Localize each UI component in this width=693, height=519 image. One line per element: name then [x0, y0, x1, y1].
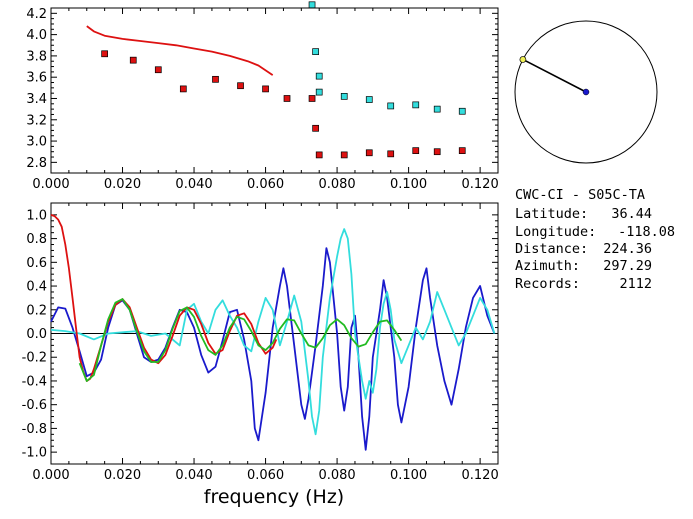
compass-circle: [514, 20, 658, 164]
top-series-2-marker: [315, 72, 323, 80]
bottom-plot-axes: 0.000 0.020 0.040 0.060 0.080 0.100 0.120 1.0 0.…: [22, 203, 499, 483]
event-dot: [519, 56, 527, 63]
bottom-series-2-line: [50, 214, 278, 382]
latitude-label: Latitude:: [515, 206, 588, 222]
station-pair-title: CWC-CI - S05C-TA: [515, 187, 645, 203]
top-y-tick-label: 3.4: [26, 92, 47, 107]
bottom-x-tick-label: 0.080: [318, 468, 355, 483]
azimuth-compass: [514, 20, 658, 164]
bottom-y-tick-label: -0.6: [22, 398, 47, 413]
station-info: CWC-CI - S05C-TA Latitude: 36.44 Longitu…: [515, 187, 675, 292]
top-series-2-marker: [433, 105, 441, 113]
top-series-1-marker: [315, 151, 323, 159]
bottom-y-tick-label: 0.0: [26, 327, 47, 342]
top-series-1-marker: [129, 56, 137, 64]
top-series-0-line: [86, 25, 274, 76]
top-series-1-marker: [179, 85, 187, 93]
top-series-1-marker: [212, 75, 219, 83]
bottom-x-tick-label: 0.060: [247, 468, 284, 483]
top-series-1-marker: [387, 150, 395, 158]
top-y-tick-label: 3.8: [26, 49, 47, 64]
longitude-value: -118.08: [618, 224, 675, 240]
top-series-1-marker: [283, 95, 291, 102]
bottom-y-tick-label: 0.6: [26, 256, 47, 271]
top-series-1-marker: [365, 149, 373, 157]
top-series-1-marker: [101, 50, 108, 58]
bottom-y-tick-label: 0.8: [26, 232, 47, 247]
latitude-value: 36.44: [611, 206, 652, 222]
top-y-tick-label: 3.0: [26, 135, 47, 150]
top-series-2-marker: [365, 96, 373, 103]
top-y-tick-label: 4.2: [26, 7, 47, 22]
top-y-tick-label: 4.0: [26, 28, 47, 43]
bottom-y-tick-label: 0.2: [26, 303, 47, 318]
distance-label: Distance:: [515, 241, 588, 257]
top-series-2-marker: [458, 107, 466, 115]
bottom-y-tick-label: -1.0: [22, 446, 47, 461]
longitude-label: Longitude:: [515, 224, 596, 240]
top-series-2-marker: [312, 48, 319, 55]
bottom-x-tick-label: 0.040: [175, 468, 212, 483]
top-y-tick-label: 3.2: [26, 113, 47, 128]
top-x-tick-label: 0.000: [32, 177, 69, 192]
records-value: 2112: [619, 276, 652, 292]
top-plot-frame: [50, 7, 499, 174]
top-series-1-marker: [154, 66, 162, 74]
top-x-tick-label: 0.080: [318, 177, 355, 192]
bottom-x-tick-label: 0.020: [104, 468, 141, 483]
bottom-y-tick-label: -0.2: [22, 351, 47, 366]
top-x-tick-label: 0.060: [247, 177, 284, 192]
bottom-series-3-line: [78, 298, 403, 382]
top-series-1-marker: [312, 124, 319, 132]
top-series-1-marker: [412, 147, 420, 154]
top-series-1-marker: [340, 151, 348, 159]
azimuth-line: [522, 58, 587, 93]
bottom-y-tick-label: -0.8: [22, 422, 47, 437]
bottom-series-1-line: [50, 228, 496, 436]
bottom-x-tick-label: 0.100: [390, 468, 427, 483]
bottom-x-tick-label: 0.000: [32, 468, 69, 483]
bottom-plot-series: [50, 214, 496, 451]
bottom-y-tick-label: 0.4: [26, 280, 47, 295]
records-label: Records:: [515, 276, 580, 292]
top-x-tick-label: 0.100: [390, 177, 427, 192]
station-dot: [582, 88, 590, 96]
top-series-1-marker: [308, 95, 316, 102]
x-axis-label: frequency (Hz): [204, 486, 344, 508]
top-plot-axes: 0.000 0.020 0.040 0.060 0.080 0.100 0.120 2.8 3.…: [26, 7, 498, 192]
azimuth-value: 297.29: [603, 258, 652, 274]
top-series-1-marker: [433, 148, 441, 156]
top-series-2-marker: [387, 102, 395, 110]
bottom-series-0-line: [50, 247, 496, 451]
top-series-2-marker: [315, 88, 323, 96]
bottom-x-tick-label: 0.120: [462, 468, 499, 483]
distance-value: 224.36: [603, 241, 652, 257]
top-x-tick-label: 0.120: [462, 177, 499, 192]
top-series-2-marker: [412, 101, 420, 109]
top-series-2-marker: [308, 1, 316, 9]
top-y-tick-label: 3.6: [26, 71, 47, 86]
top-series-1-marker: [262, 85, 269, 93]
bottom-y-tick-label: 1.0: [26, 208, 47, 223]
top-plot-series: [86, 1, 466, 159]
top-x-tick-label: 0.020: [104, 177, 141, 192]
top-series-1-marker: [237, 82, 244, 90]
top-y-tick-label: 2.8: [26, 156, 47, 171]
azimuth-label: Azimuth:: [515, 258, 580, 274]
top-series-1-marker: [458, 147, 466, 154]
bottom-y-tick-label: -0.4: [22, 374, 47, 389]
top-x-tick-label: 0.040: [175, 177, 212, 192]
top-series-2-marker: [340, 93, 348, 100]
